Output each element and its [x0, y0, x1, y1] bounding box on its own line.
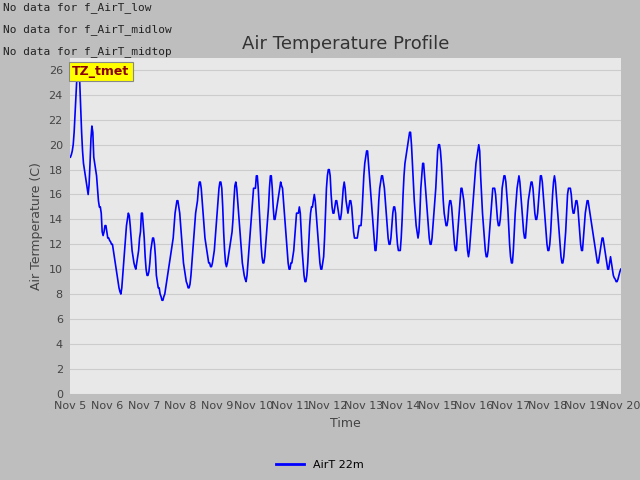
Text: No data for f_AirT_low: No data for f_AirT_low	[3, 2, 152, 13]
Text: No data for f_AirT_midlow: No data for f_AirT_midlow	[3, 24, 172, 35]
X-axis label: Time: Time	[330, 417, 361, 430]
Y-axis label: Air Termperature (C): Air Termperature (C)	[30, 162, 43, 289]
Text: No data for f_AirT_midtop: No data for f_AirT_midtop	[3, 46, 172, 57]
Legend: AirT 22m: AirT 22m	[272, 456, 368, 474]
Title: Air Temperature Profile: Air Temperature Profile	[242, 35, 449, 53]
Text: TZ_tmet: TZ_tmet	[72, 65, 129, 78]
